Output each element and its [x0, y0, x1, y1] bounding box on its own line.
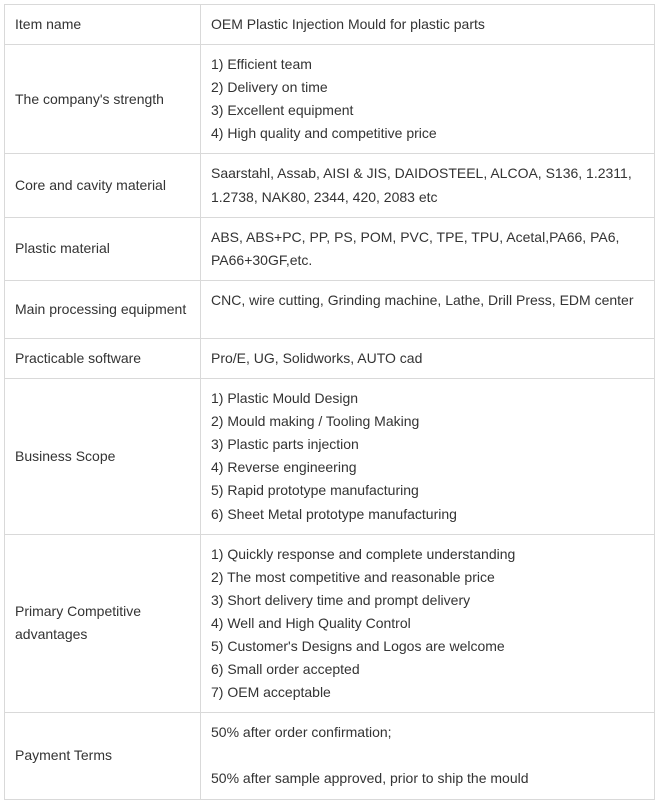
value-line: 6) Sheet Metal prototype manufacturing	[211, 503, 644, 526]
value-line: 4) High quality and competitive price	[211, 122, 644, 145]
row-label: Main processing equipment	[5, 280, 201, 338]
row-value: 1) Efficient team 2) Delivery on time 3)…	[201, 45, 655, 154]
row-value: 1) Quickly response and complete underst…	[201, 534, 655, 713]
table-row: Item name OEM Plastic Injection Mould fo…	[5, 5, 655, 45]
table-row: Plastic material ABS, ABS+PC, PP, PS, PO…	[5, 217, 655, 280]
value-line: 2) Mould making / Tooling Making	[211, 410, 644, 433]
value-line: 4) Well and High Quality Control	[211, 612, 644, 635]
value-line: 3) Excellent equipment	[211, 99, 644, 122]
row-value: 50% after order confirmation; 50% after …	[201, 713, 655, 799]
row-value: CNC, wire cutting, Grinding machine, Lat…	[201, 280, 655, 338]
value-line: 3) Plastic parts injection	[211, 433, 644, 456]
row-value: OEM Plastic Injection Mould for plastic …	[201, 5, 655, 45]
value-line: 2) The most competitive and reasonable p…	[211, 566, 644, 589]
value-line: CNC, wire cutting, Grinding machine, Lat…	[211, 292, 633, 308]
row-label: Plastic material	[5, 217, 201, 280]
value-line: Saarstahl, Assab, AISI & JIS, DAIDOSTEEL…	[211, 165, 632, 204]
row-label: Practicable software	[5, 338, 201, 378]
value-line: ABS, ABS+PC, PP, PS, POM, PVC, TPE, TPU,…	[211, 229, 619, 268]
row-label: The company's strength	[5, 45, 201, 154]
row-value: Pro/E, UG, Solidworks, AUTO cad	[201, 338, 655, 378]
table-row: Payment Terms 50% after order confirmati…	[5, 713, 655, 799]
value-line: 4) Reverse engineering	[211, 456, 644, 479]
row-value: 1) Plastic Mould Design 2) Mould making …	[201, 379, 655, 535]
value-line	[211, 744, 644, 767]
table-row: Core and cavity material Saarstahl, Assa…	[5, 154, 655, 217]
row-label: Primary Competitive advantages	[5, 534, 201, 713]
value-line: 1) Plastic Mould Design	[211, 387, 644, 410]
value-line: 1) Quickly response and complete underst…	[211, 543, 644, 566]
value-line: 5) Customer's Designs and Logos are welc…	[211, 635, 644, 658]
value-line: 2) Delivery on time	[211, 76, 644, 99]
value-line: 50% after order confirmation;	[211, 721, 644, 744]
value-line: 5) Rapid prototype manufacturing	[211, 479, 644, 502]
value-line: Pro/E, UG, Solidworks, AUTO cad	[211, 350, 422, 366]
row-label: Item name	[5, 5, 201, 45]
table-row: Practicable software Pro/E, UG, Solidwor…	[5, 338, 655, 378]
spec-tbody: Item name OEM Plastic Injection Mould fo…	[5, 5, 655, 800]
value-line: 1) Efficient team	[211, 53, 644, 76]
table-row: Business Scope 1) Plastic Mould Design 2…	[5, 379, 655, 535]
row-value: Saarstahl, Assab, AISI & JIS, DAIDOSTEEL…	[201, 154, 655, 217]
row-label: Core and cavity material	[5, 154, 201, 217]
table-row: The company's strength 1) Efficient team…	[5, 45, 655, 154]
value-line: 6) Small order accepted	[211, 658, 644, 681]
value-line: 3) Short delivery time and prompt delive…	[211, 589, 644, 612]
value-line: 7) OEM acceptable	[211, 681, 644, 704]
value-line: OEM Plastic Injection Mould for plastic …	[211, 13, 644, 36]
row-label: Business Scope	[5, 379, 201, 535]
table-row: Primary Competitive advantages 1) Quickl…	[5, 534, 655, 713]
row-label: Payment Terms	[5, 713, 201, 799]
row-value: ABS, ABS+PC, PP, PS, POM, PVC, TPE, TPU,…	[201, 217, 655, 280]
value-line: 50% after sample approved, prior to ship…	[211, 767, 644, 790]
spec-table: Item name OEM Plastic Injection Mould fo…	[4, 4, 655, 800]
table-row: Main processing equipment CNC, wire cutt…	[5, 280, 655, 338]
